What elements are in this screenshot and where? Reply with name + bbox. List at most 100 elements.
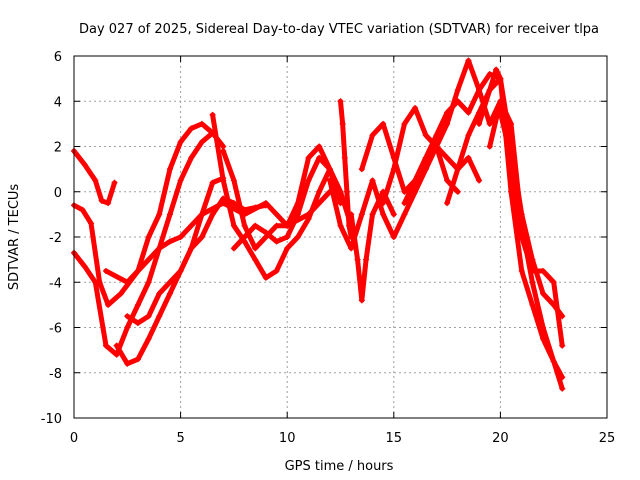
data-point-marker — [454, 86, 461, 93]
chart-title: Day 027 of 2025, Sidereal Day-to-day VTE… — [79, 22, 599, 37]
data-point-marker — [111, 179, 118, 186]
data-point-marker — [230, 245, 237, 252]
series-arc-20 — [497, 109, 566, 349]
series-line — [210, 112, 333, 281]
x-tick-label: 25 — [599, 431, 616, 446]
data-point-marker — [177, 177, 184, 184]
data-point-marker — [198, 211, 205, 218]
data-point-marker — [134, 301, 141, 308]
data-point-marker — [220, 177, 227, 184]
data-point-marker — [273, 267, 280, 274]
data-point-marker — [105, 301, 112, 308]
data-point-marker — [337, 200, 344, 207]
data-point-marker — [316, 188, 323, 195]
data-point-marker — [188, 154, 195, 161]
data-point-marker — [497, 98, 504, 105]
data-point-marker — [380, 120, 387, 127]
series-arc-7 — [209, 111, 333, 281]
series-arc-9 — [230, 154, 344, 252]
data-point-marker — [529, 267, 536, 274]
data-point-marker — [273, 238, 280, 245]
data-point-marker — [380, 211, 387, 218]
data-point-marker — [294, 234, 301, 240]
y-tick-label: -8 — [49, 367, 62, 382]
series-line — [71, 130, 216, 358]
data-point-marker — [81, 263, 88, 270]
data-point-marker — [92, 177, 99, 184]
data-point-marker — [166, 211, 173, 218]
data-point-marker — [476, 177, 483, 184]
series-line — [497, 110, 565, 349]
data-point-marker — [508, 120, 515, 127]
series-arc-12 — [348, 188, 397, 304]
data-point-marker — [166, 166, 173, 173]
data-point-marker — [348, 245, 355, 252]
data-point-marker — [369, 177, 376, 184]
data-point-marker — [188, 125, 195, 132]
data-point-marker — [166, 238, 173, 245]
data-point-marker — [102, 267, 109, 274]
data-point-marker — [401, 211, 408, 218]
data-point-marker — [273, 222, 280, 229]
data-point-marker — [177, 234, 184, 240]
y-tick-label: 4 — [54, 95, 62, 110]
data-point-marker — [529, 301, 536, 308]
data-point-marker — [124, 360, 131, 367]
data-point-marker — [252, 245, 259, 252]
data-point-marker — [124, 324, 131, 331]
ticks — [73, 55, 608, 419]
series-line — [348, 189, 397, 303]
y-tick-label: 0 — [54, 186, 62, 201]
data-point-marker — [390, 234, 397, 240]
data-point-marker — [508, 188, 515, 195]
data-point-marker — [465, 109, 472, 116]
x-tick-label: 20 — [492, 431, 509, 446]
data-point-marker — [337, 98, 344, 105]
data-point-marker — [209, 111, 216, 118]
data-point-marker — [252, 222, 259, 229]
data-point-marker — [88, 220, 95, 227]
series-arc-1 — [71, 148, 118, 207]
data-point-marker — [230, 222, 237, 229]
data-point-marker — [188, 222, 195, 229]
data-point-marker — [98, 197, 105, 204]
data-point-marker — [486, 86, 493, 93]
data-point-marker — [433, 132, 440, 139]
data-point-marker — [117, 290, 124, 297]
data-point-marker — [241, 234, 248, 240]
x-tick-label: 10 — [279, 431, 296, 446]
data-point-marker — [465, 154, 472, 161]
data-point-marker — [156, 245, 163, 252]
data-point-marker — [444, 200, 451, 207]
data-point-marker — [220, 148, 227, 155]
data-point-marker — [92, 279, 99, 286]
data-point-marker — [188, 245, 195, 252]
data-point-marker — [305, 177, 312, 184]
series-line — [103, 189, 333, 285]
data-point-marker — [412, 177, 419, 184]
data-point-marker — [540, 324, 547, 331]
data-point-marker — [433, 143, 440, 150]
data-point-marker — [209, 179, 216, 186]
data-point-marker — [550, 358, 557, 365]
data-point-marker — [316, 143, 323, 150]
data-point-marker — [230, 200, 237, 207]
series-line — [71, 148, 118, 206]
data-point-marker — [79, 206, 86, 213]
data-point-marker — [305, 215, 312, 222]
data-point-marker — [390, 166, 397, 173]
x-tick-label: 5 — [176, 431, 184, 446]
y-tick-label: -2 — [49, 231, 62, 246]
data-point-marker — [559, 342, 566, 349]
data-point-marker — [559, 374, 566, 381]
data-point-marker — [454, 166, 461, 173]
data-point-marker — [316, 154, 323, 161]
data-point-marker — [486, 71, 493, 78]
data-point-marker — [198, 138, 205, 145]
data-point-marker — [369, 132, 376, 139]
data-point-marker — [326, 177, 333, 184]
x-axis-label: GPS time / hours — [285, 459, 394, 474]
y-tick-label: 2 — [54, 141, 62, 156]
data-point-marker — [486, 143, 493, 150]
